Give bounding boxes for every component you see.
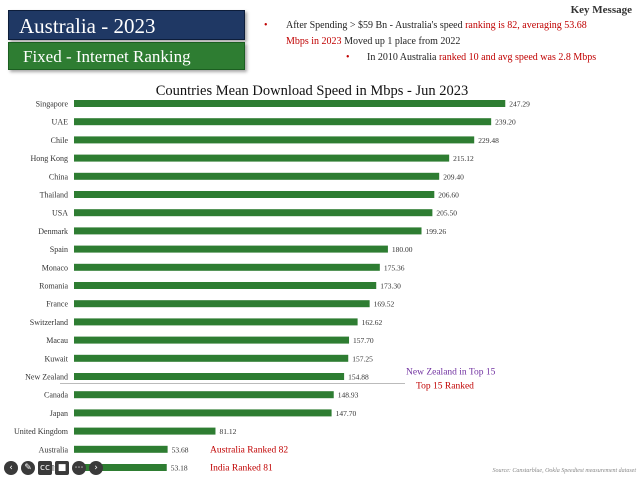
category-label: Japan	[50, 409, 68, 418]
bar	[74, 245, 388, 253]
more-icon[interactable]: ⋯	[72, 461, 86, 475]
value-label: 169.52	[374, 300, 395, 309]
value-label: 175.36	[384, 263, 405, 272]
value-label: 154.88	[348, 373, 369, 382]
value-label: 53.68	[172, 445, 189, 454]
bar	[74, 209, 433, 217]
viewer-toolbar: ‹ ✎ cc ■ ⋯ ›	[4, 460, 103, 476]
value-label: 229.48	[478, 136, 499, 145]
key-message-highlight: Mbps in 2023	[286, 36, 342, 47]
category-label: China	[49, 172, 69, 181]
key-message-continuation: Mbps in 2023 Moved up 1 place from 2022	[262, 34, 634, 50]
bar	[74, 464, 167, 471]
category-label: Macau	[46, 336, 68, 345]
category-label: Kuwait	[44, 354, 68, 363]
value-label: 205.50	[436, 209, 457, 218]
category-label: Singapore	[36, 100, 69, 109]
captions-icon[interactable]: cc	[38, 461, 52, 475]
bar	[74, 227, 422, 235]
category-label: Monaco	[42, 263, 68, 272]
category-label: Canada	[44, 391, 68, 400]
bar	[74, 391, 334, 399]
category-label: USA	[52, 209, 68, 218]
value-label: 162.62	[362, 318, 383, 327]
category-label: New Zealand	[25, 373, 68, 382]
category-label: Hong Kong	[30, 154, 68, 163]
category-label: United Kingdom	[14, 427, 69, 436]
chart-annotation: India Ranked 81	[210, 464, 273, 474]
key-message-text: After Spending > $59 Bn - Australia's sp…	[286, 20, 466, 31]
category-label: France	[46, 300, 68, 309]
bar	[74, 136, 475, 144]
category-label: Australia	[39, 445, 69, 454]
key-message-text: In 2010 Australia	[367, 52, 439, 63]
bar	[74, 409, 332, 417]
category-label: Spain	[50, 245, 68, 254]
back-icon[interactable]: ‹	[4, 461, 18, 475]
bar	[74, 154, 450, 162]
bar	[74, 427, 216, 435]
value-label: 81.12	[219, 427, 236, 436]
key-message-heading: Key Message	[570, 4, 632, 16]
bar	[74, 354, 349, 362]
value-label: 148.93	[338, 391, 359, 400]
value-label: 147.70	[336, 409, 357, 418]
value-label: 215.12	[453, 154, 474, 163]
value-label: 247.29	[509, 100, 530, 109]
value-label: 180.00	[392, 245, 413, 254]
bar	[74, 318, 358, 326]
bar	[74, 373, 345, 380]
slide-icon[interactable]: ■	[55, 461, 69, 475]
value-label: 157.25	[352, 354, 373, 363]
value-label: 239.20	[495, 118, 516, 127]
chart-annotation: Top 15 Ranked	[416, 382, 474, 392]
key-message-highlight: ranked 10 and avg speed was 2.8 Mbps	[438, 52, 597, 63]
bar	[74, 263, 380, 271]
category-label: UAE	[52, 118, 69, 127]
chart-annotation: New Zealand in Top 15	[406, 368, 496, 378]
category-label: Chile	[51, 136, 69, 145]
forward-icon[interactable]: ›	[89, 461, 103, 475]
bar	[74, 191, 435, 198]
bar	[74, 300, 370, 308]
bar	[74, 282, 377, 289]
category-label: Switzerland	[30, 318, 68, 327]
category-label: Romania	[39, 282, 68, 291]
bar	[74, 172, 440, 180]
page-title: Australia - 2023	[8, 10, 245, 40]
value-label: 209.40	[443, 172, 464, 181]
bar	[74, 118, 492, 126]
key-message-item: In 2010 Australia ranked 10 and avg spee…	[262, 50, 634, 66]
value-label: 53.18	[171, 464, 188, 473]
value-label: 199.26	[426, 227, 447, 236]
key-message-text: Moved up 1 place from 2022	[341, 36, 461, 47]
value-label: 173.30	[380, 282, 401, 291]
bar	[74, 445, 168, 453]
chart-annotation: Australia Ranked 82	[210, 445, 288, 455]
bar	[74, 100, 506, 107]
key-message-item: After Spending > $59 Bn - Australia's sp…	[262, 18, 634, 34]
pen-icon[interactable]: ✎	[21, 461, 35, 475]
chart-title: Countries Mean Download Speed in Mbps - …	[156, 83, 469, 99]
key-message: After Spending > $59 Bn - Australia's sp…	[262, 18, 634, 66]
bar	[74, 336, 350, 344]
key-message-highlight: ranking is 82, averaging 53.68	[465, 20, 587, 31]
category-label: Thailand	[40, 191, 68, 200]
value-label: 206.60	[438, 191, 459, 200]
page-subtitle: Fixed - Internet Ranking	[8, 42, 245, 70]
value-label: 157.70	[353, 336, 374, 345]
category-label: Denmark	[38, 227, 68, 236]
source-note: Source: Canstarblue, Ookla Speedtest mea…	[492, 468, 636, 474]
